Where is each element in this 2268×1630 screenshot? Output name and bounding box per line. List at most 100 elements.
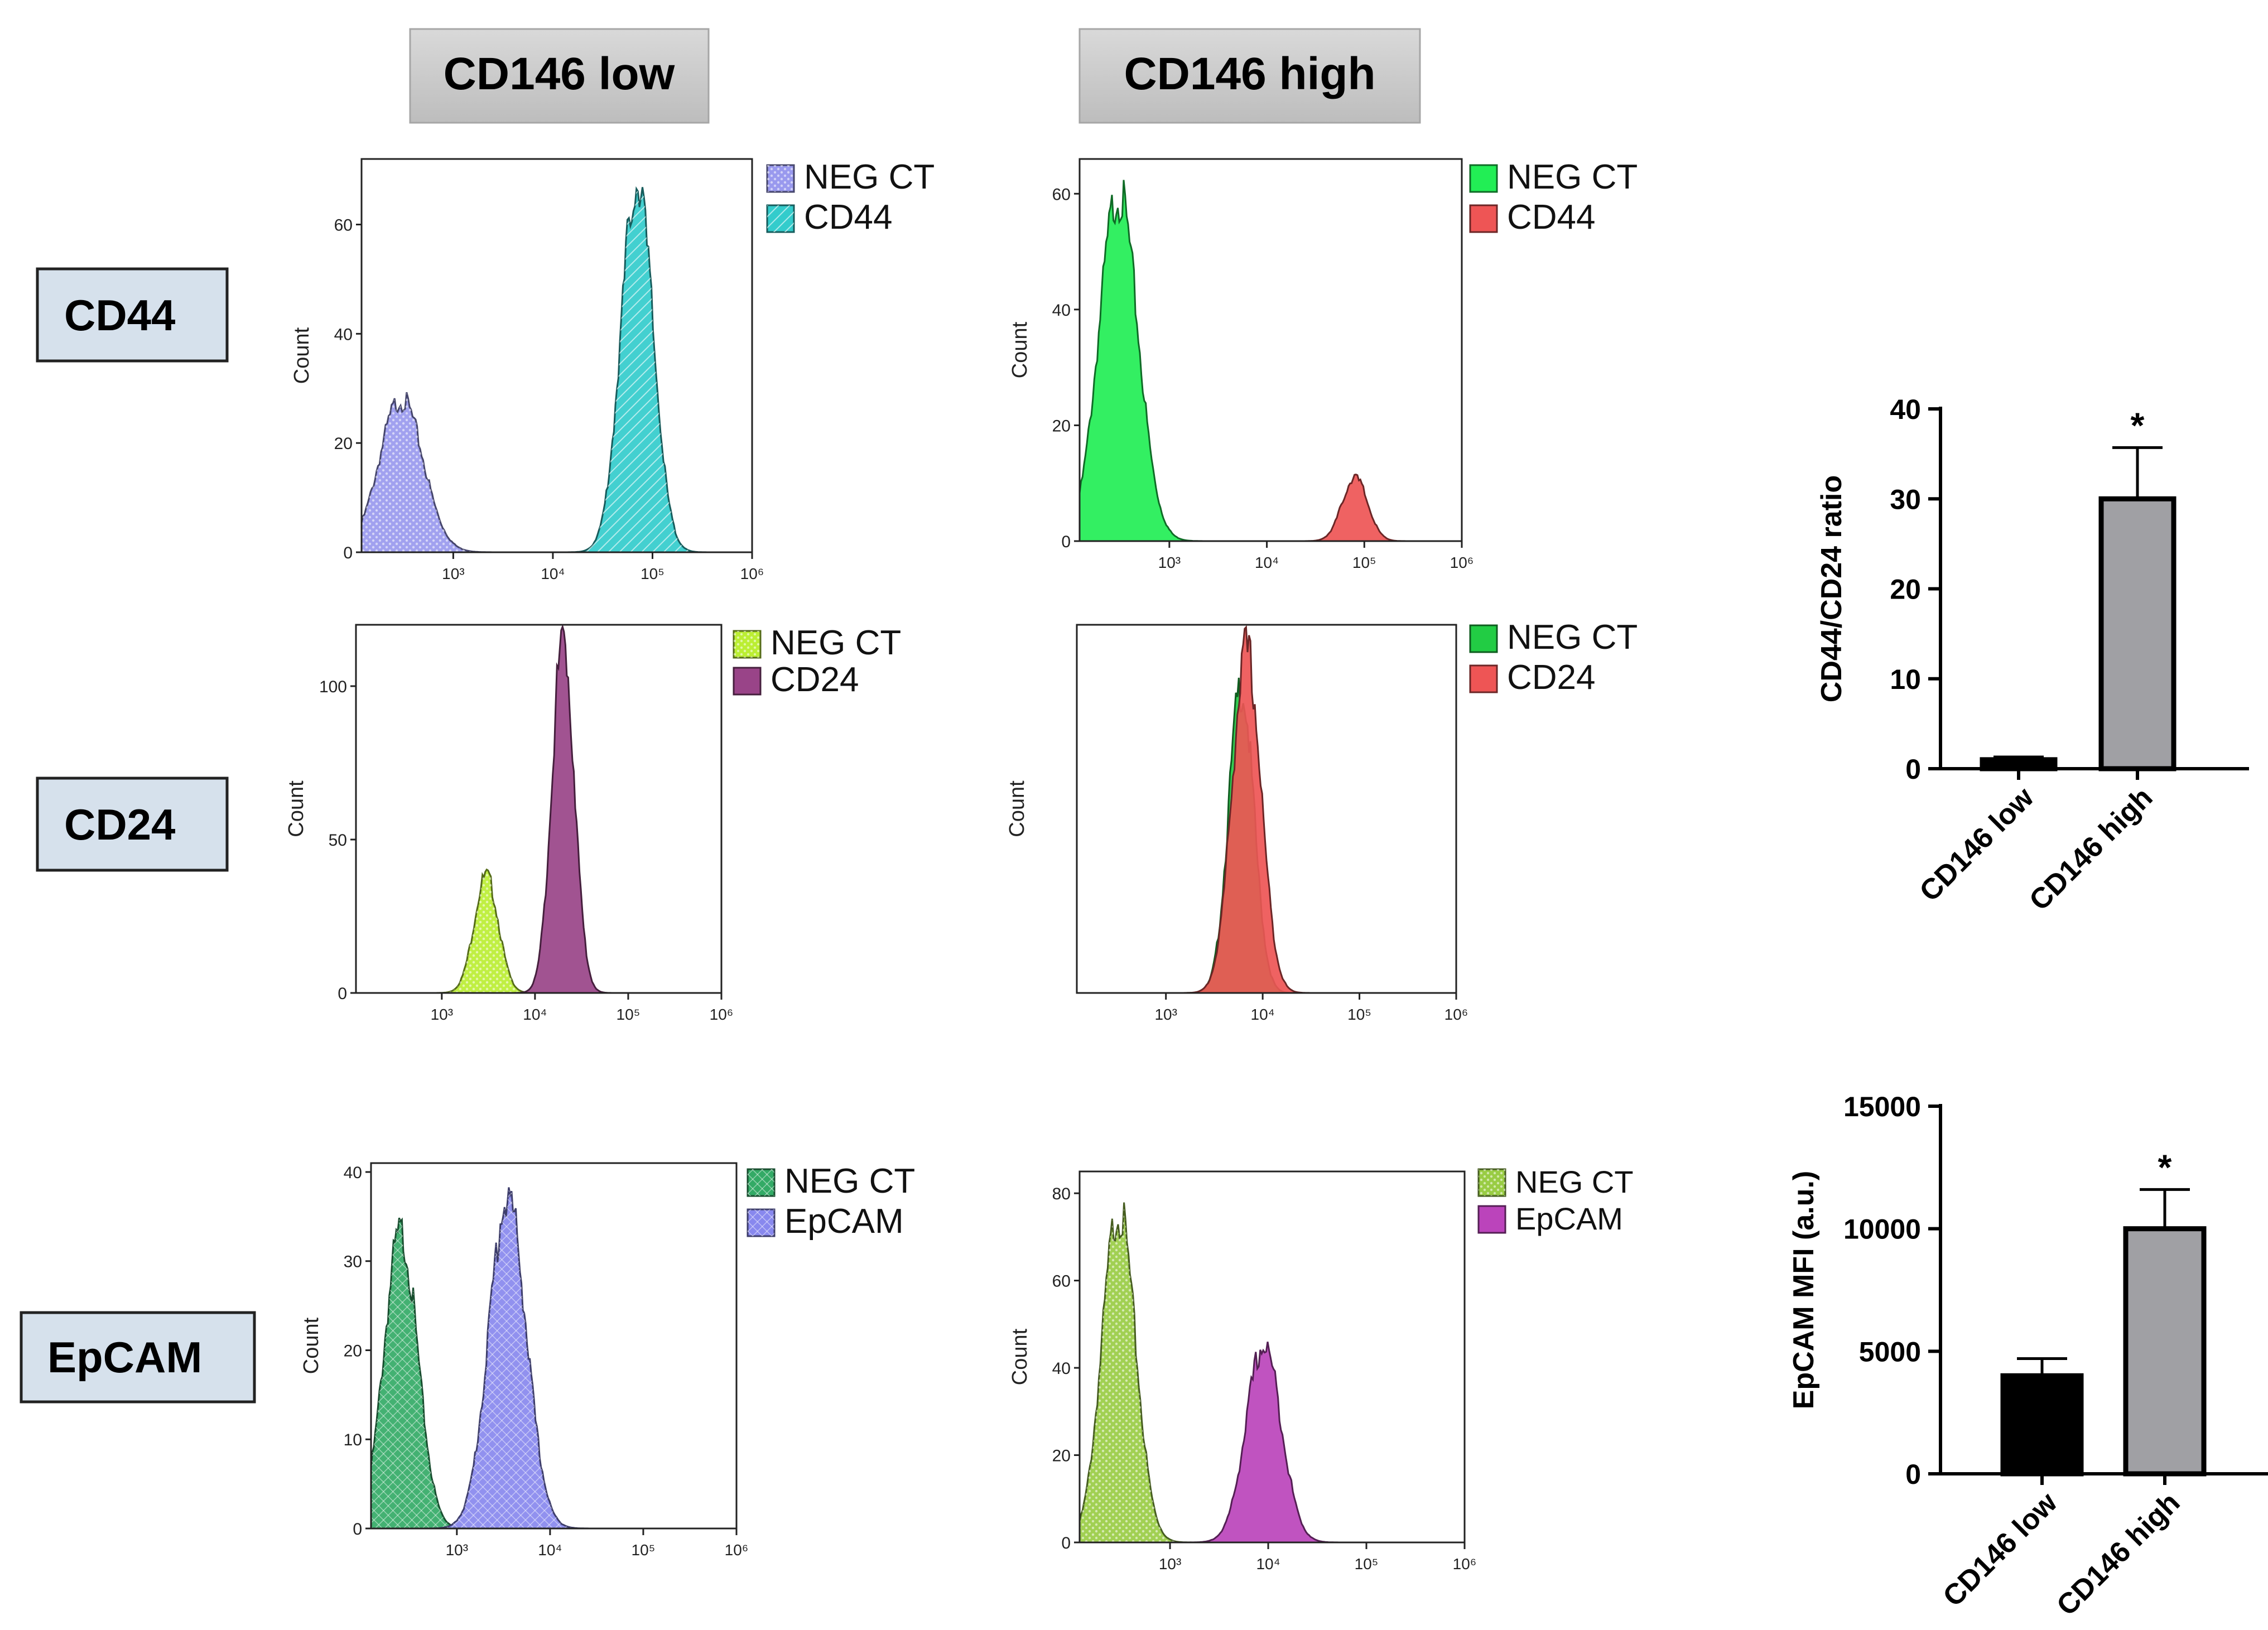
y-tick-label: 40 (334, 325, 353, 344)
y-tick-label: 50 (329, 831, 347, 850)
histogram-series (1078, 180, 1462, 542)
y-tick-label: 10 (1890, 664, 1921, 695)
x-tick-label: 10⁴ (523, 1006, 547, 1023)
y-axis-label: Count (290, 327, 314, 384)
y-tick-label: 10000 (1843, 1214, 1921, 1245)
legend-swatch-pattern (748, 1209, 774, 1236)
legend-swatch (1469, 204, 1498, 233)
histogram-series-pattern (371, 1218, 736, 1528)
x-tick-label: 10⁵ (1355, 1555, 1379, 1573)
row-label-cd24: CD24 (36, 777, 229, 872)
y-tick-label: 20 (344, 1342, 362, 1360)
x-tick-label: 10⁵ (617, 1006, 641, 1023)
y-tick-label: 0 (1061, 533, 1071, 551)
y-axis-label: Count (1008, 321, 1032, 378)
y-tick-label: 0 (353, 1520, 362, 1539)
legend-swatch (1469, 664, 1498, 693)
legend-label: EpCAM (784, 1202, 904, 1241)
bar-chart: CD146 low * CD146 high 0 5000 10000 15000 EpCAM… (1788, 1091, 2268, 1622)
bar-chart: CD146 low * CD146 high 0 10 20 30 40 CD44/CD24 r… (1816, 394, 2249, 917)
x-tick-label: 10⁴ (1255, 554, 1279, 571)
legend-swatch (733, 667, 762, 696)
plot-frame (370, 1162, 738, 1530)
column-header-low-text: CD146 low (444, 49, 675, 99)
row-label-epcam: EpCAM (20, 1311, 256, 1404)
y-tick-label: 20 (1890, 574, 1921, 605)
legend-label: NEG CT (1507, 618, 1638, 657)
x-tick-label: 10⁴ (538, 1541, 562, 1559)
y-tick-label: 60 (334, 216, 353, 235)
bar (2123, 1226, 2207, 1477)
x-tick-label: 10⁶ (1453, 1555, 1477, 1573)
legend-label: NEG CT (784, 1162, 915, 1200)
legend-swatch-pattern (1479, 1169, 1505, 1196)
legend-label: NEG CT (804, 158, 935, 196)
y-tick-label: 40 (1052, 301, 1071, 320)
y-tick-label: 40 (344, 1164, 362, 1182)
y-tick-label: 30 (1890, 484, 1921, 515)
y-tick-label: 30 (344, 1253, 362, 1271)
column-header-high-text: CD146 high (1124, 49, 1375, 99)
y-tick-label: 5000 (1859, 1336, 1921, 1367)
y-tick-label: 0 (1905, 754, 1921, 785)
x-tick-label: 10⁵ (641, 565, 664, 582)
category-label: CD146 high (2050, 1486, 2186, 1622)
y-axis-label: Count (300, 1317, 323, 1374)
x-tick-label: 10³ (442, 565, 464, 582)
row-label-cd44: CD44 (36, 267, 229, 363)
legend-label: NEG CT (1515, 1164, 1634, 1199)
row-label-cd44-text: CD44 (64, 291, 175, 340)
y-axis-label: EpCAM MFI (a.u.) (1788, 1171, 1820, 1410)
histogram-series (1077, 625, 1456, 994)
row-label-epcam-text: EpCAM (47, 1333, 202, 1382)
y-axis-label: Count (285, 780, 308, 837)
x-tick-label: 10³ (446, 1541, 468, 1559)
y-tick-label: 60 (1052, 1272, 1071, 1291)
x-tick-label: 10⁴ (1256, 1555, 1280, 1573)
bar (2000, 1373, 2084, 1477)
plot-frame (355, 624, 723, 994)
y-tick-label: 20 (1052, 1447, 1071, 1465)
plot-frame (1078, 158, 1463, 542)
legend-label: NEG CT (1507, 158, 1638, 196)
x-tick-label: 10⁴ (1251, 1006, 1275, 1023)
legend-label: CD44 (1507, 198, 1596, 237)
x-tick-label: 10⁶ (710, 1006, 734, 1023)
row-label-cd24-text: CD24 (64, 800, 175, 849)
x-tick-label: 10⁴ (541, 565, 565, 582)
y-tick-label: 40 (1052, 1359, 1071, 1378)
y-tick-label: 40 (1890, 394, 1921, 425)
y-axis-label: Count (1005, 780, 1029, 837)
x-tick-label: 10⁶ (740, 565, 764, 582)
histogram-series-pattern (1080, 1202, 1465, 1542)
x-tick-label: 10⁶ (1450, 554, 1474, 571)
y-tick-label: 10 (344, 1431, 362, 1449)
category-label: CD146 low (1914, 781, 2040, 908)
legend-label: EpCAM (1515, 1201, 1623, 1236)
y-tick-label: 20 (334, 435, 353, 453)
column-header-low: CD146 low (409, 28, 710, 124)
category-label: CD146 high (2023, 781, 2159, 917)
y-tick-label: 100 (319, 678, 347, 696)
bar (2098, 496, 2176, 771)
plot-frame (1076, 624, 1457, 994)
y-tick-label: 20 (1052, 417, 1071, 435)
x-tick-label: 10³ (431, 1006, 453, 1023)
x-tick-label: 10⁶ (725, 1541, 749, 1559)
significance-mark: * (2158, 1147, 2172, 1187)
x-tick-label: 10⁵ (1352, 554, 1376, 571)
significance-mark: * (2131, 405, 2145, 445)
histogram-series (356, 624, 721, 994)
x-tick-label: 10³ (1158, 554, 1181, 571)
category-label: CD146 low (1937, 1486, 2064, 1613)
plot-frame (1078, 1170, 1466, 1544)
legend-swatch (1469, 164, 1498, 193)
y-tick-label: 60 (1052, 185, 1071, 204)
legend-swatch-pattern (767, 205, 794, 232)
legend-label: CD24 (1507, 658, 1596, 697)
